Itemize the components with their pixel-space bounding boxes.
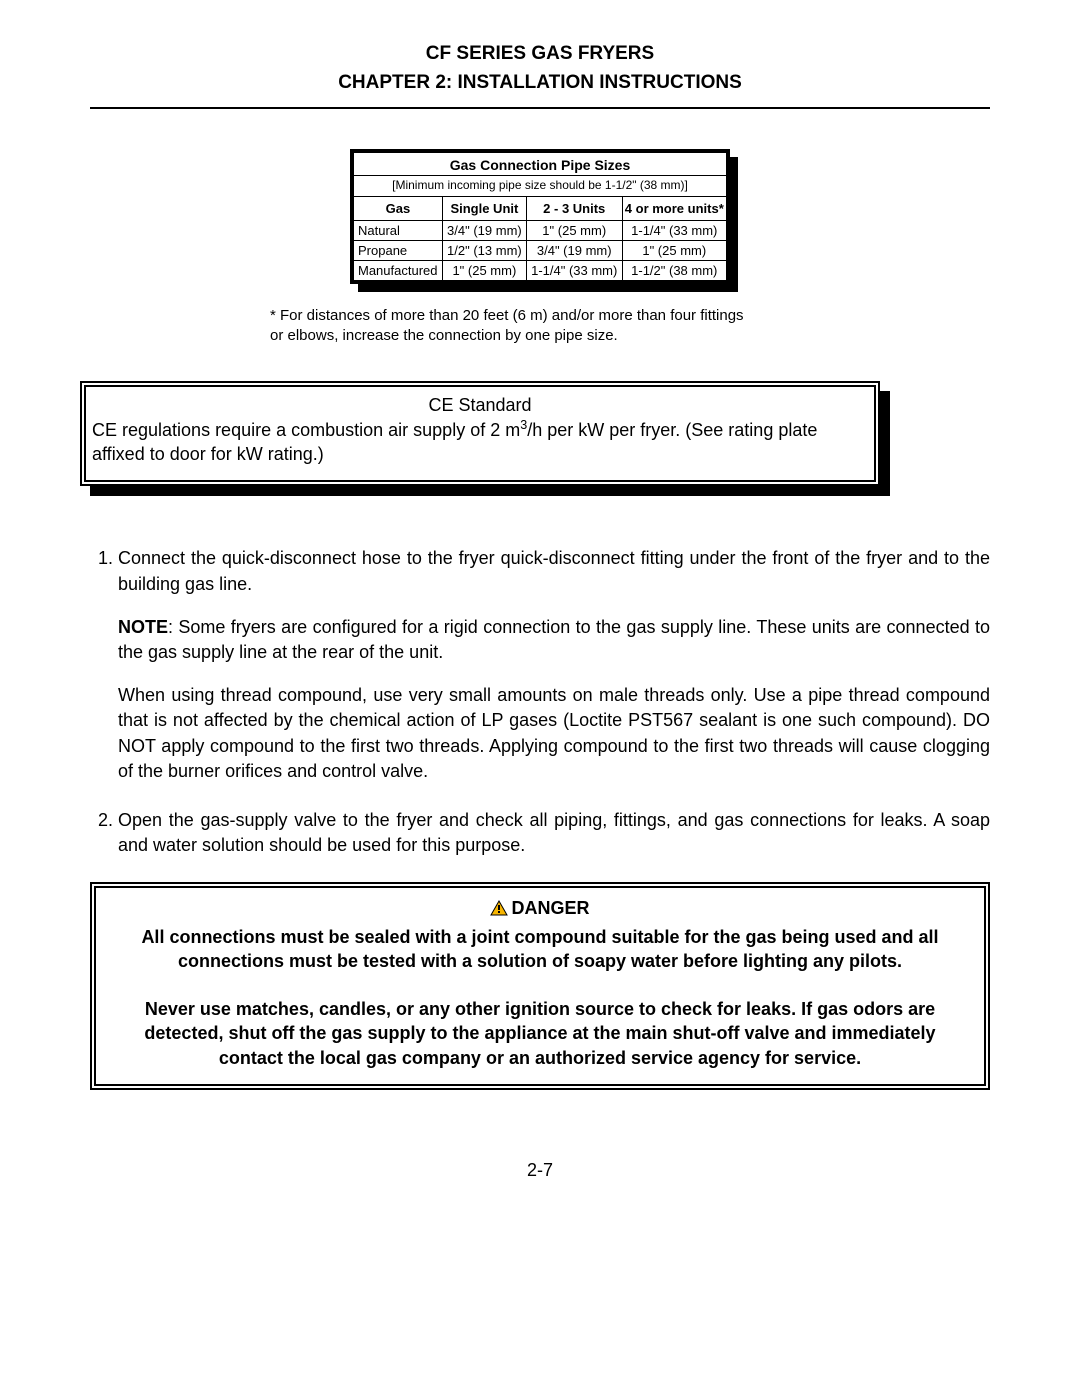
danger-heading-row: DANGER xyxy=(490,896,589,922)
cell: 1" (25 mm) xyxy=(622,241,728,261)
page-number: 2-7 xyxy=(90,1160,990,1181)
step-2: Open the gas-supply valve to the fryer a… xyxy=(118,808,990,858)
step-1-text: Connect the quick-disconnect hose to the… xyxy=(118,548,990,593)
header-line-2: CHAPTER 2: INSTALLATION INSTRUCTIONS xyxy=(90,69,990,98)
col-single: Single Unit xyxy=(442,197,526,221)
cell: 1-1/4" (33 mm) xyxy=(526,261,622,283)
step-1-para2: When using thread compound, use very sma… xyxy=(118,683,990,784)
instruction-list: Connect the quick-disconnect hose to the… xyxy=(90,546,990,858)
cell: 1" (25 mm) xyxy=(526,221,622,241)
cell: Natural xyxy=(352,221,442,241)
col-4plus: 4 or more units* xyxy=(622,197,728,221)
table-header-row: Gas Single Unit 2 - 3 Units 4 or more un… xyxy=(352,197,728,221)
step-1: Connect the quick-disconnect hose to the… xyxy=(118,546,990,784)
danger-p1: All connections must be sealed with a jo… xyxy=(112,925,968,974)
cell: Manufactured xyxy=(352,261,442,283)
table-row: Natural 3/4" (19 mm) 1" (25 mm) 1-1/4" (… xyxy=(352,221,728,241)
note-label: NOTE xyxy=(118,617,168,637)
ce-box-inner: CE Standard CE regulations require a com… xyxy=(80,381,880,487)
ce-standard-box: CE Standard CE regulations require a com… xyxy=(80,381,880,487)
danger-heading: DANGER xyxy=(511,898,589,918)
ce-title: CE Standard xyxy=(92,393,868,417)
pipe-size-table: Gas Connection Pipe Sizes [Minimum incom… xyxy=(350,149,730,284)
col-gas: Gas xyxy=(352,197,442,221)
ce-body-pre: CE regulations require a combustion air … xyxy=(92,420,520,440)
danger-p2: Never use matches, candles, or any other… xyxy=(112,997,968,1070)
danger-box: DANGER All connections must be sealed wi… xyxy=(90,882,990,1090)
page-header: CF SERIES GAS FRYERS CHAPTER 2: INSTALLA… xyxy=(90,40,990,97)
step-1-note: NOTE: Some fryers are configured for a r… xyxy=(118,615,990,665)
table-subtitle: [Minimum incoming pipe size should be 1-… xyxy=(352,176,728,197)
header-line-1: CF SERIES GAS FRYERS xyxy=(90,40,990,69)
warning-triangle-icon xyxy=(490,898,508,922)
table-row: Manufactured 1" (25 mm) 1-1/4" (33 mm) 1… xyxy=(352,261,728,283)
pipe-table-container: Gas Connection Pipe Sizes [Minimum incom… xyxy=(350,149,730,284)
table-footnote: * For distances of more than 20 feet (6 … xyxy=(270,306,750,347)
cell: 3/4" (19 mm) xyxy=(442,221,526,241)
header-rule xyxy=(90,107,990,109)
cell: 3/4" (19 mm) xyxy=(526,241,622,261)
cell: 1" (25 mm) xyxy=(442,261,526,283)
col-2-3: 2 - 3 Units xyxy=(526,197,622,221)
table-row: Propane 1/2" (13 mm) 3/4" (19 mm) 1" (25… xyxy=(352,241,728,261)
cell: 1-1/2" (38 mm) xyxy=(622,261,728,283)
cell: 1/2" (13 mm) xyxy=(442,241,526,261)
note-text: : Some fryers are configured for a rigid… xyxy=(118,617,990,662)
cell: 1-1/4" (33 mm) xyxy=(622,221,728,241)
table-title: Gas Connection Pipe Sizes xyxy=(352,151,728,176)
cell: Propane xyxy=(352,241,442,261)
step-2-text: Open the gas-supply valve to the fryer a… xyxy=(118,810,990,855)
